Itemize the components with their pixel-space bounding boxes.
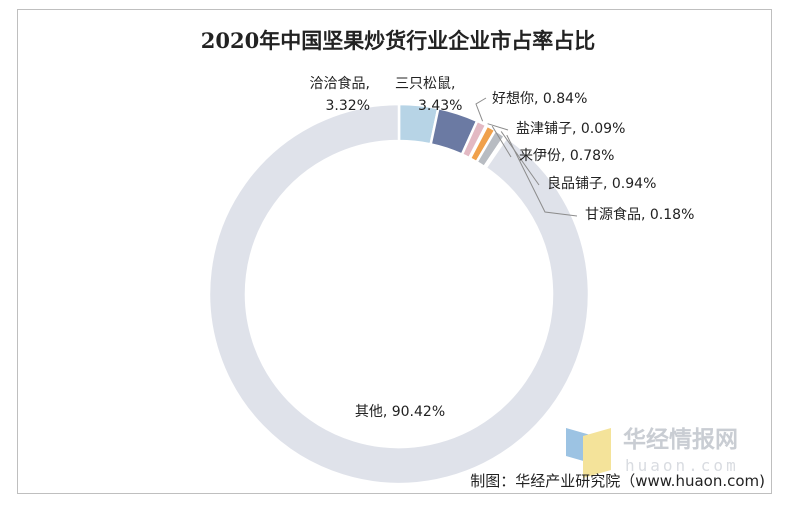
leader-lines	[475, 97, 578, 217]
slice-label-0-1: 3.32%	[326, 98, 370, 114]
chart-title: 2020年中国坚果炒货行业企业市占率占比	[201, 28, 595, 53]
source-note: 制图：华经产业研究院（www.huaon.com)	[470, 472, 765, 490]
watermark: 华经情报网 huaon.com	[566, 426, 739, 478]
chart-frame	[17, 9, 772, 494]
watermark-logo-yellow	[583, 428, 611, 478]
leader-5	[500, 131, 540, 186]
slice-label-5-0: 良品铺子, 0.94%	[547, 176, 656, 192]
leader-3	[487, 123, 509, 131]
watermark-cn-text: 华经情报网	[623, 426, 738, 453]
donut-slices	[207, 102, 591, 486]
slice-label-0-0: 洽洽食品,	[310, 75, 370, 92]
slice-7	[207, 102, 591, 486]
slice-label-6-0: 甘源食品, 0.18%	[585, 206, 694, 223]
watermark-en-text: huaon.com	[625, 456, 739, 475]
slice-label-2-0: 好想你, 0.84%	[492, 91, 587, 107]
slice-labels: 洽洽食品, 3.32% 三只松鼠, 3.43% 好想你, 0.84% 盐津铺子, 0.09…	[310, 75, 695, 420]
slice-label-1-1: 3.43%	[418, 98, 462, 114]
slice-label-7-0: 其他, 90.42%	[355, 404, 445, 420]
leader-4	[491, 125, 512, 158]
slice-label-3-0: 盐津铺子, 0.09%	[516, 121, 625, 137]
leader-6	[506, 134, 578, 217]
slice-label-4-0: 来伊份, 0.78%	[519, 148, 614, 164]
slice-label-1-0: 三只松鼠,	[395, 76, 455, 92]
leader-2	[475, 97, 487, 122]
